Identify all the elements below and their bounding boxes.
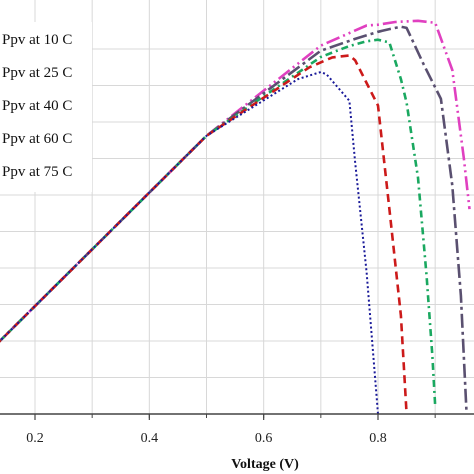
legend-entry-3: Ppv at 40 C [2, 98, 72, 114]
grid-lines [0, 0, 474, 414]
x-ticks: 0.2 0.4 0.6 0.8 [26, 414, 436, 446]
series-layer [0, 19, 471, 415]
legend-entry-5: Ppv at 75 C [2, 164, 72, 180]
series-line-5 [0, 71, 379, 415]
x-axis-title: Voltage (V) [231, 457, 299, 472]
legend: Ppv at 10 C Ppv at 25 C Ppv at 40 C Ppv at … [0, 22, 92, 192]
legend-entry-4: Ppv at 60 C [2, 131, 72, 147]
legend-background [0, 22, 92, 192]
legend-entry-1: Ppv at 10 C [2, 32, 72, 48]
series-line-4 [0, 54, 408, 415]
x-tick-label: 0.6 [255, 431, 273, 446]
x-tick-label: 0.8 [369, 431, 387, 446]
legend-entry-2: Ppv at 25 C [2, 65, 72, 81]
series-line-2 [0, 25, 468, 415]
x-tick-label: 0.4 [141, 431, 159, 446]
x-tick-label: 0.2 [26, 431, 44, 446]
